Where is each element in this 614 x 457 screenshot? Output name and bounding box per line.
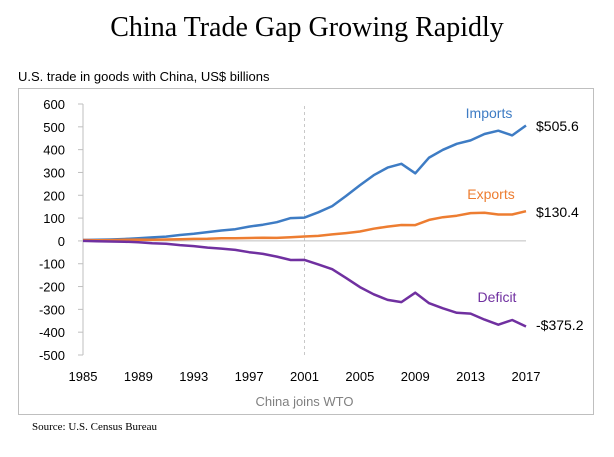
wto-annotation-label: China joins WTO — [255, 394, 353, 409]
x-tick-label: 2013 — [456, 369, 485, 384]
deficit-end-value-label: -$375.2 — [536, 317, 584, 333]
chart-subtitle: U.S. trade in goods with China, US$ bill… — [18, 69, 270, 84]
y-tick-label: 100 — [43, 211, 65, 226]
x-tick-label: 1989 — [124, 369, 153, 384]
x-tick-label: 1993 — [179, 369, 208, 384]
deficit-series-label: Deficit — [478, 289, 517, 305]
imports-series-line — [82, 124, 527, 242]
source-note: Source: U.S. Census Bureau — [32, 421, 157, 433]
exports-series-line — [82, 209, 527, 242]
y-tick-label: 400 — [43, 143, 65, 158]
y-tick-label: 0 — [58, 234, 65, 249]
chart-frame — [18, 88, 594, 415]
y-tick-label: 500 — [43, 120, 65, 135]
imports-end-value-label: $505.6 — [536, 118, 579, 134]
y-tick-label: 200 — [43, 188, 65, 203]
y-tick-label: 600 — [43, 97, 65, 112]
deficit-series-line — [82, 239, 527, 328]
y-tick-label: -100 — [39, 257, 65, 272]
y-tick-label: -300 — [39, 302, 65, 317]
x-tick-label: 1985 — [69, 369, 98, 384]
y-tick-label: -500 — [39, 348, 65, 363]
x-tick-label: 2017 — [512, 369, 541, 384]
x-tick-label: 2009 — [401, 369, 430, 384]
y-tick-label: 300 — [43, 165, 65, 180]
y-tick-label: -200 — [39, 280, 65, 295]
y-tick-label: -400 — [39, 325, 65, 340]
x-tick-label: 2005 — [345, 369, 374, 384]
exports-series-label: Exports — [467, 186, 514, 202]
imports-series-label: Imports — [466, 105, 513, 121]
exports-end-value-label: $130.4 — [536, 204, 579, 220]
x-tick-label: 2001 — [290, 369, 319, 384]
x-tick-label: 1997 — [235, 369, 264, 384]
chart-title: China Trade Gap Growing Rapidly — [110, 12, 504, 43]
